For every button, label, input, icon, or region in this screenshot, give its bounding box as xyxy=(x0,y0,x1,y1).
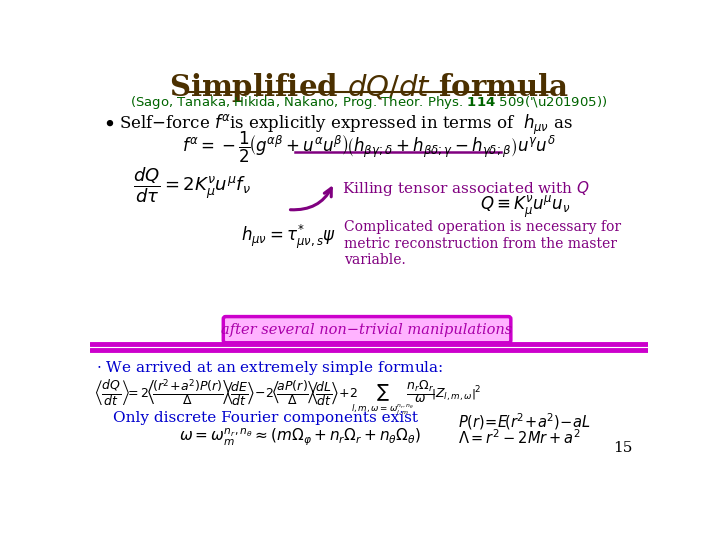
Text: (Sago, Tanaka, Hikida, Nakano, Prog. Theor. Phys. $\mathbf{114}$ 509('\u201905)): (Sago, Tanaka, Hikida, Nakano, Prog. The… xyxy=(130,94,608,111)
Text: $h_{\mu\nu} =\tau^{*}_{\mu\nu,s}\psi$: $h_{\mu\nu} =\tau^{*}_{\mu\nu,s}\psi$ xyxy=(241,222,336,251)
Text: $\cdot$ We arrived at an extremely simple formula:: $\cdot$ We arrived at an extremely simpl… xyxy=(96,359,444,377)
Text: Only discrete Fourier components exist: Only discrete Fourier components exist xyxy=(113,411,418,426)
Text: $P(r)\!=\!E\!\left(r^2\!+\!a^2\right)\!-\!aL$: $P(r)\!=\!E\!\left(r^2\!+\!a^2\right)\!-… xyxy=(458,411,591,432)
Text: $\left\langle\dfrac{dQ}{dt}\right\rangle\!\! = 2\!\left\langle\!\dfrac{(r^2\!+\!: $\left\langle\dfrac{dQ}{dt}\right\rangle… xyxy=(94,377,480,416)
Text: Simplified $\it{dQ/dt}$ formula: Simplified $\it{dQ/dt}$ formula xyxy=(169,71,569,104)
Text: $\dfrac{dQ}{d\tau} = 2K^{\nu}_{\mu}u^{\mu}f_{\nu}$: $\dfrac{dQ}{d\tau} = 2K^{\nu}_{\mu}u^{\m… xyxy=(132,165,251,205)
Text: $\Lambda = r^2 - 2Mr + a^2$: $\Lambda = r^2 - 2Mr + a^2$ xyxy=(458,428,581,447)
Text: Killing tensor associated with $Q$: Killing tensor associated with $Q$ xyxy=(342,179,590,198)
FancyBboxPatch shape xyxy=(223,316,510,343)
Text: 15: 15 xyxy=(613,441,632,455)
Text: Complicated operation is necessary for
metric reconstruction from the master
var: Complicated operation is necessary for m… xyxy=(344,220,621,267)
Text: Self$-$force $f^{\alpha}$is explicitly expressed in terms of  $h_{\mu\nu}$ as: Self$-$force $f^{\alpha}$is explicitly e… xyxy=(120,112,573,137)
Text: $f^{\alpha} = -\dfrac{1}{2}\!\left(g^{\alpha\beta} + u^{\alpha}u^{\beta}\right)\: $f^{\alpha} = -\dfrac{1}{2}\!\left(g^{\a… xyxy=(182,130,556,165)
Text: after several non−trivial manipulations: after several non−trivial manipulations xyxy=(222,323,513,336)
Text: $Q \equiv K^{\nu}_{\mu}u^{\mu}u_{\nu}$: $Q \equiv K^{\nu}_{\mu}u^{\mu}u_{\nu}$ xyxy=(480,194,570,220)
Text: $\omega = \omega_m^{n_r,n_\theta} \approx \left(m\Omega_\varphi + n_r\Omega_r + : $\omega = \omega_m^{n_r,n_\theta} \appro… xyxy=(179,427,421,448)
Text: $\bullet$: $\bullet$ xyxy=(102,112,114,132)
